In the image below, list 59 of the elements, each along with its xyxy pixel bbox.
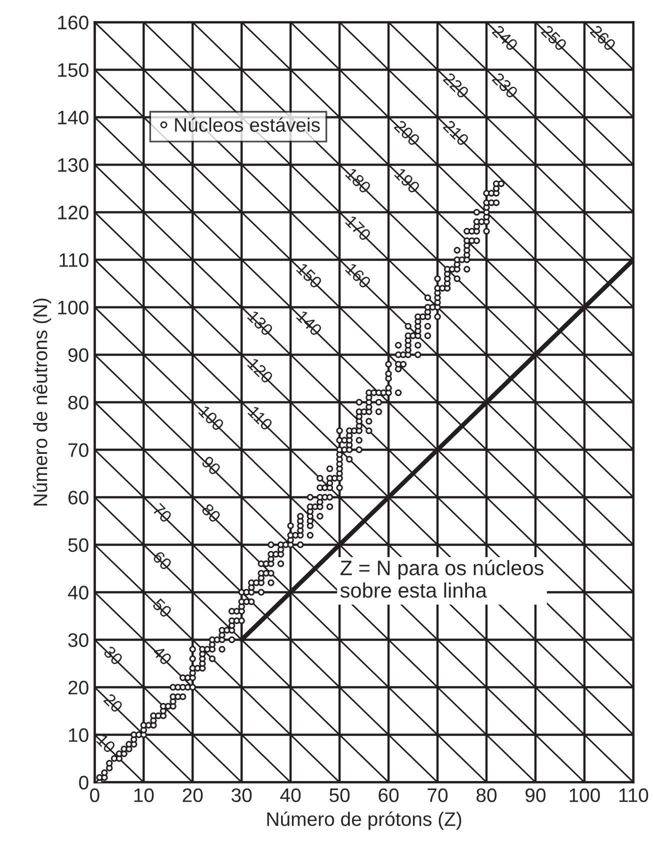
x-tick-label: 0: [90, 788, 100, 802]
annotation: 210: [442, 120, 470, 147]
annotation: 160: [345, 262, 372, 290]
annotation: 80: [200, 502, 222, 524]
x-tick-label: 90: [526, 788, 546, 802]
x-tick-label: 40: [280, 788, 301, 802]
y-tick-label: 140: [58, 110, 88, 124]
annotation: 110: [247, 405, 274, 432]
annotation: Z = N para os núcleos sobre esta linha: [340, 560, 544, 598]
y-tick-label: 0: [79, 776, 88, 790]
annotation: 190: [394, 167, 421, 194]
annotation: 180: [345, 167, 372, 194]
x-tick-label: 110: [619, 788, 648, 802]
annotation: 70: [152, 502, 172, 524]
y-tick-label: 100: [58, 300, 88, 314]
annotation: 260: [590, 24, 617, 52]
x-tick-label: 30: [232, 788, 252, 802]
annotation: 10: [96, 734, 116, 754]
annotation: 220: [442, 72, 470, 100]
annotation: 200: [394, 120, 421, 147]
annotation: 170: [345, 214, 372, 242]
annotation: 60: [152, 550, 172, 571]
annotation: 150: [296, 262, 323, 290]
annotation: 240: [492, 24, 519, 52]
y-tick-label: 130: [58, 158, 88, 172]
x-tick-label: 60: [378, 788, 399, 802]
annotation: 230: [492, 72, 519, 100]
annotation: 140: [296, 310, 323, 337]
annotation: 90: [201, 455, 222, 476]
y-tick-label: 10: [68, 728, 88, 742]
x-tick-label: 50: [330, 788, 350, 802]
y-tick-label: 70: [68, 443, 88, 457]
y-tick-label: 50: [68, 538, 88, 552]
annotation: 30: [102, 645, 124, 666]
x-tick-label: 10: [134, 788, 154, 802]
y-tick-label: 150: [58, 63, 88, 77]
y-tick-label: 110: [60, 253, 88, 267]
x-tick-label: 80: [476, 788, 497, 802]
x-tick-label: 20: [182, 788, 203, 802]
x-tick-label: 100: [570, 788, 600, 802]
x-tick-label: 70: [428, 788, 448, 802]
y-tick-label: 60: [68, 490, 88, 504]
y-tick-label: 20: [68, 680, 88, 694]
annotation: 40: [152, 645, 172, 666]
x-axis-title: Número de prótons (Z): [267, 812, 462, 830]
y-tick-label: 160: [58, 16, 88, 30]
y-tick-label: 90: [68, 348, 88, 362]
y-tick-label: 80: [68, 396, 88, 410]
annotation: 130: [247, 310, 274, 337]
annotation: 120: [247, 357, 274, 384]
legend-label: Núcleos estáveis: [175, 117, 320, 132]
y-axis-title: Número de nêutrons (N): [32, 298, 52, 506]
annotation: 20: [103, 692, 124, 714]
y-tick-label: 40: [68, 586, 88, 600]
annotation: 100: [198, 404, 225, 432]
y-tick-label: 30: [68, 633, 88, 647]
y-tick-label: 120: [58, 206, 88, 220]
annotation: 250: [540, 24, 568, 52]
annotation: 50: [152, 598, 172, 618]
